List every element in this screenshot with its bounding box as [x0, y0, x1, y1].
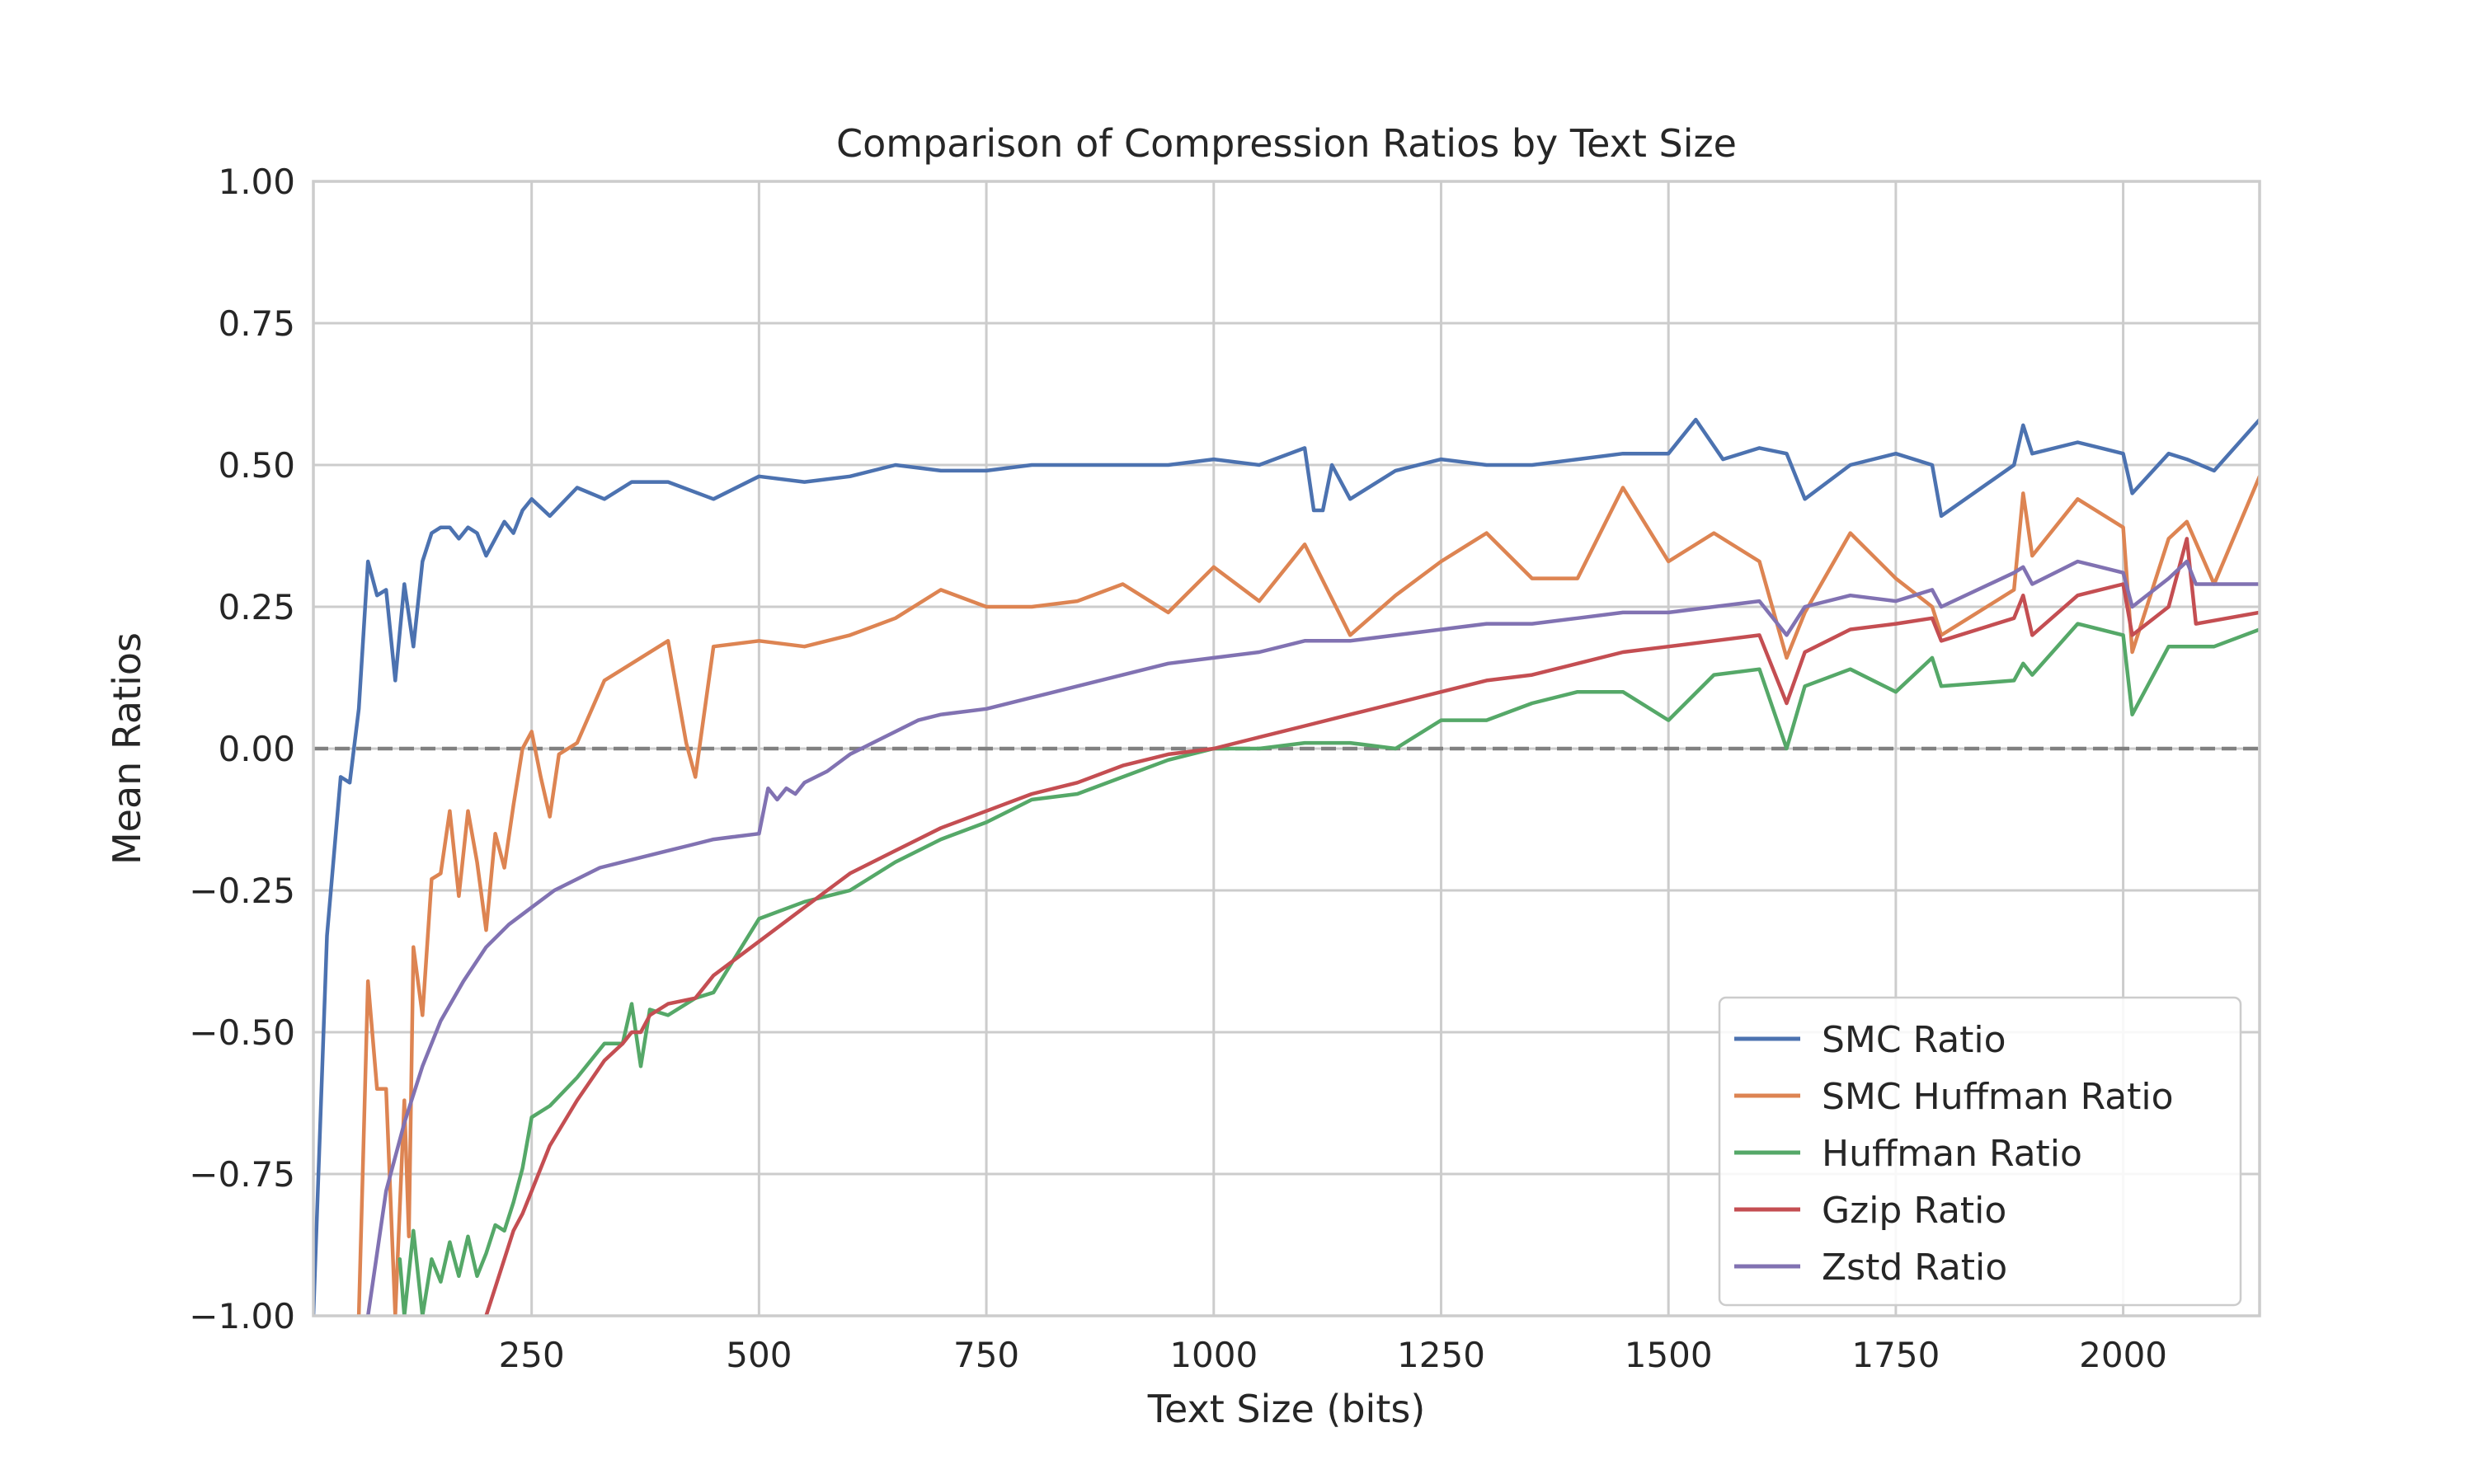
series-layer [313, 417, 2260, 1316]
x-axis-ticks: 250 500 750 1000 1250 1500 1750 2000 [499, 1335, 2167, 1375]
legend-entry: Zstd Ratio [1822, 1247, 2007, 1289]
x-tick-label: 250 [499, 1335, 565, 1375]
x-tick-label: 1750 [1851, 1335, 1940, 1375]
x-tick-label: 1500 [1625, 1335, 1713, 1375]
x-axis-label: Text Size (bits) [1147, 1387, 1426, 1431]
y-axis-label: Mean Ratios [105, 632, 149, 865]
y-tick-label: −0.75 [189, 1154, 295, 1195]
series-line-huffman-ratio [397, 622, 2260, 1316]
y-tick-label: −0.25 [189, 871, 295, 911]
y-tick-label: 0.50 [218, 445, 295, 486]
legend-entry: SMC Ratio [1822, 1019, 2006, 1061]
y-tick-label: 1.00 [218, 162, 295, 202]
series-line-gzip-ratio [484, 537, 2260, 1316]
legend-entry: Huffman Ratio [1822, 1133, 2082, 1175]
chart-title: Comparison of Compression Ratios by Text… [836, 121, 1737, 166]
y-tick-label: −1.00 [189, 1296, 295, 1336]
y-tick-label: −0.50 [189, 1012, 295, 1053]
legend-box [1718, 996, 2242, 1307]
legend-entry: SMC Huffman Ratio [1822, 1076, 2174, 1118]
legend: SMC Ratio SMC Huffman Ratio Huffman Ratio G… [1718, 996, 2242, 1307]
x-tick-label: 500 [726, 1335, 792, 1375]
series-line-zstd-ratio [365, 559, 2260, 1316]
plot-frame [312, 180, 2261, 1317]
y-axis-ticks: 1.00 0.75 0.50 0.25 0.00 −0.25 −0.50 −0.75 −1.00 [189, 162, 295, 1336]
series-line-smc-huffman-ratio [356, 474, 2260, 1316]
x-tick-label: 1250 [1397, 1335, 1485, 1375]
legend-entry: Gzip Ratio [1822, 1190, 2006, 1232]
y-tick-label: 0.75 [218, 303, 295, 344]
y-tick-label: 0.00 [218, 729, 295, 769]
y-tick-label: 0.25 [218, 587, 295, 627]
x-tick-label: 750 [953, 1335, 1019, 1375]
x-tick-label: 2000 [2079, 1335, 2167, 1375]
x-tick-label: 1000 [1169, 1335, 1258, 1375]
series-line-smc-ratio [313, 417, 2260, 1316]
